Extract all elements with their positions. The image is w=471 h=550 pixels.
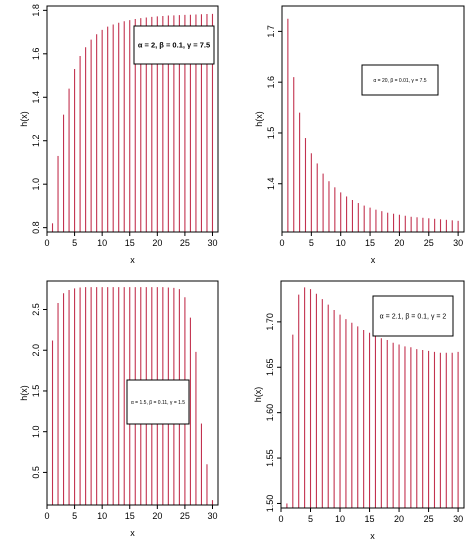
legend-text: α = 1.5, β = 0.11, γ = 1.5 (131, 400, 185, 406)
y-tick-label: 1.4 (266, 177, 276, 190)
x-axis-label: x (370, 531, 375, 541)
y-axis-label: h(x) (254, 111, 264, 127)
x-axis-label: x (371, 255, 376, 265)
x-tick-label: 25 (424, 514, 434, 524)
legend-box (372, 295, 454, 337)
x-tick-label: 25 (424, 238, 434, 248)
y-tick-label: 1.6 (266, 76, 276, 89)
x-tick-label: 5 (72, 511, 77, 521)
y-tick-label: 1.5 (31, 385, 41, 398)
y-tick-label: 1.50 (265, 495, 275, 513)
plot-frame (280, 280, 465, 509)
y-axis-label: h(x) (19, 111, 29, 127)
y-tick-label: 1.5 (266, 127, 276, 140)
y-tick-label: 1.70 (265, 313, 275, 331)
x-tick-label: 5 (72, 238, 77, 248)
x-tick-label: 30 (207, 511, 217, 521)
y-tick-label: 1.4 (31, 91, 41, 104)
x-tick-label: 30 (207, 238, 217, 248)
x-tick-label: 0 (44, 511, 49, 521)
y-tick-label: 1.60 (265, 404, 275, 422)
plot-frame (46, 5, 219, 233)
chart-top-left: 0 5 10 15 20 25 30 0.8 1.0 1.2 1.4 1.6 1.8 x h(x) α = 2… (19, 4, 219, 265)
y-tick-label: 1.2 (31, 134, 41, 147)
y-tick-label: 2.5 (31, 303, 41, 316)
x-tick-label: 10 (97, 511, 107, 521)
x-tick-label: 15 (125, 511, 135, 521)
x-axis-label: x (130, 255, 135, 265)
x-tick-label: 15 (365, 514, 375, 524)
x-tick-label: 0 (278, 514, 283, 524)
x-tick-label: 20 (394, 238, 404, 248)
legend-text: α = 2, β = 0.1, γ = 7.5 (138, 41, 210, 50)
legend-text: α = 2.1, β = 0.1, γ = 2 (380, 313, 447, 320)
legend-box (133, 25, 215, 65)
x-tick-label: 10 (335, 514, 345, 524)
x-tick-label: 20 (394, 514, 404, 524)
plot-frame (46, 280, 219, 506)
y-tick-label: 0.8 (31, 221, 41, 234)
x-tick-label: 20 (152, 238, 162, 248)
y-tick-label: 1.55 (265, 449, 275, 467)
y-tick-label: 1.7 (266, 25, 276, 38)
x-tick-label: 25 (180, 511, 190, 521)
y-tick-label: 0.5 (31, 466, 41, 479)
y-axis-label: h(x) (253, 387, 263, 403)
x-tick-label: 0 (279, 238, 284, 248)
chart-top-right: 0 5 10 15 20 25 30 1.4 1.5 1.6 1.7 x h(x) α = 20, β =… (254, 5, 465, 265)
plot-frame (281, 5, 465, 233)
y-tick-label: 1.0 (31, 178, 41, 191)
x-tick-label: 15 (365, 238, 375, 248)
x-tick-label: 30 (453, 514, 463, 524)
y-tick-label: 1.6 (31, 48, 41, 61)
chart-bottom-right: 0 5 10 15 20 25 30 1.50 1.55 1.60 1.65 1.70 x h(x) α =… (253, 280, 465, 541)
x-tick-label: 10 (97, 238, 107, 248)
x-tick-label: 30 (453, 238, 463, 248)
x-tick-label: 25 (180, 238, 190, 248)
x-tick-label: 20 (152, 511, 162, 521)
y-tick-label: 1.65 (265, 358, 275, 376)
y-tick-label: 2.0 (31, 344, 41, 357)
legend-text: α = 20, β = 0.01, γ = 7.5 (373, 78, 426, 84)
chart-bottom-left: 0 5 10 15 20 25 30 0.5 1.0 1.5 2.0 2.5 x h(x) α = 1.5,… (19, 280, 219, 538)
legend-box (126, 379, 190, 425)
x-tick-label: 5 (309, 238, 314, 248)
x-axis-label: x (130, 528, 135, 538)
x-tick-label: 5 (308, 514, 313, 524)
x-tick-label: 15 (125, 238, 135, 248)
x-tick-label: 10 (336, 238, 346, 248)
x-tick-label: 0 (44, 238, 49, 248)
legend-box (361, 64, 439, 96)
y-axis-label: h(x) (19, 385, 29, 401)
y-tick-label: 1.8 (31, 4, 41, 17)
y-tick-label: 1.0 (31, 425, 41, 438)
